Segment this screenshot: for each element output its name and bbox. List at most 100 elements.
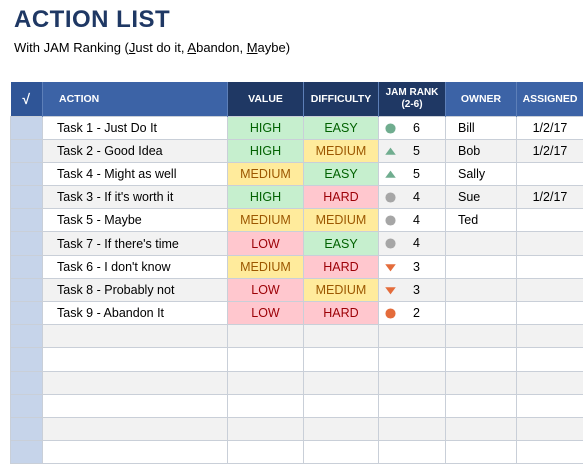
table-row[interactable]: Task 8 - Probably not LOW MEDIUM 3 [10,277,583,303]
difficulty-cell[interactable]: EASY [303,231,379,256]
action-cell[interactable]: Task 7 - If there's time [42,231,228,256]
jam-rank-cell[interactable]: 3 [378,254,446,279]
value-cell[interactable]: HIGH [227,138,304,163]
table-row[interactable]: Task 6 - I don't know MEDIUM HARD 3 [10,254,583,279]
difficulty-cell[interactable]: EASY [303,115,379,140]
assigned-cell[interactable]: 1/2/17 [516,138,583,163]
row-checkbox[interactable] [10,161,43,187]
row-checkbox[interactable] [10,115,43,140]
difficulty-cell[interactable]: HARD [303,300,379,326]
row-checkbox[interactable] [10,416,43,442]
table-row[interactable]: Task 9 - Abandon It LOW HARD 2 [10,300,583,326]
jam-rank-cell[interactable]: 2 [378,300,446,326]
owner-cell[interactable] [445,416,517,442]
action-cell[interactable] [42,393,228,418]
jam-rank-cell[interactable] [378,440,446,465]
header-owner[interactable]: OWNER [445,82,517,116]
value-cell[interactable]: MEDIUM [227,208,304,233]
table-row[interactable]: Task 4 - Might as well MEDIUM EASY 5 Sally [10,161,583,187]
jam-rank-cell[interactable] [378,393,446,418]
action-cell[interactable]: Task 1 - Just Do It [42,115,228,140]
assigned-cell[interactable] [516,347,583,372]
action-cell[interactable]: Task 8 - Probably not [42,277,228,303]
owner-cell[interactable] [445,324,517,349]
assigned-cell[interactable] [516,324,583,349]
difficulty-cell[interactable] [303,370,379,395]
table-row[interactable] [10,440,583,465]
jam-rank-cell[interactable] [378,370,446,395]
difficulty-cell[interactable] [303,324,379,349]
owner-cell[interactable]: Bob [445,138,517,163]
assigned-cell[interactable] [516,416,583,442]
owner-cell[interactable]: Bill [445,115,517,140]
row-checkbox[interactable] [10,347,43,372]
assigned-cell[interactable] [516,393,583,418]
row-checkbox[interactable] [10,254,43,279]
table-row[interactable]: Task 5 - Maybe MEDIUM MEDIUM 4 Ted [10,208,583,233]
action-cell[interactable] [42,440,228,465]
action-cell[interactable]: Task 4 - Might as well [42,161,228,187]
value-cell[interactable]: LOW [227,277,304,303]
value-cell[interactable] [227,440,304,465]
table-row[interactable]: Task 2 - Good Idea HIGH MEDIUM 5 Bob 1/2/17 [10,138,583,163]
header-jam-rank[interactable]: JAM RANK (2-6) [378,82,446,116]
owner-cell[interactable] [445,440,517,465]
difficulty-cell[interactable]: MEDIUM [303,208,379,233]
value-cell[interactable]: LOW [227,231,304,256]
header-action[interactable]: ACTION [42,82,228,116]
value-cell[interactable]: MEDIUM [227,254,304,279]
row-checkbox[interactable] [10,231,43,256]
table-row[interactable] [10,324,583,349]
jam-rank-cell[interactable] [378,416,446,442]
action-cell[interactable] [42,347,228,372]
value-cell[interactable] [227,416,304,442]
owner-cell[interactable] [445,231,517,256]
table-row[interactable]: Task 1 - Just Do It HIGH EASY 6 Bill 1/2/17 [10,115,583,140]
owner-cell[interactable] [445,277,517,303]
assigned-cell[interactable] [516,231,583,256]
action-cell[interactable]: Task 3 - If it's worth it [42,185,228,210]
assigned-cell[interactable]: 1/2/17 [516,185,583,210]
jam-rank-cell[interactable]: 5 [378,161,446,187]
value-cell[interactable]: MEDIUM [227,161,304,187]
assigned-cell[interactable] [516,208,583,233]
row-checkbox[interactable] [10,138,43,163]
difficulty-cell[interactable] [303,440,379,465]
owner-cell[interactable] [445,347,517,372]
table-row[interactable] [10,393,583,418]
assigned-cell[interactable] [516,254,583,279]
owner-cell[interactable]: Sally [445,161,517,187]
value-cell[interactable]: HIGH [227,185,304,210]
header-difficulty[interactable]: DIFFICULTY [303,82,379,116]
difficulty-cell[interactable]: HARD [303,185,379,210]
value-cell[interactable] [227,347,304,372]
value-cell[interactable] [227,370,304,395]
assigned-cell[interactable] [516,440,583,465]
header-value[interactable]: VALUE [227,82,304,116]
row-checkbox[interactable] [10,300,43,326]
difficulty-cell[interactable] [303,347,379,372]
difficulty-cell[interactable]: MEDIUM [303,138,379,163]
owner-cell[interactable]: Sue [445,185,517,210]
difficulty-cell[interactable]: HARD [303,254,379,279]
row-checkbox[interactable] [10,277,43,303]
difficulty-cell[interactable]: MEDIUM [303,277,379,303]
table-row[interactable]: Task 7 - If there's time LOW EASY 4 [10,231,583,256]
jam-rank-cell[interactable] [378,347,446,372]
assigned-cell[interactable] [516,161,583,187]
header-check[interactable]: √ [10,82,43,116]
jam-rank-cell[interactable] [378,324,446,349]
row-checkbox[interactable] [10,440,43,465]
row-checkbox[interactable] [10,370,43,395]
jam-rank-cell[interactable]: 3 [378,277,446,303]
owner-cell[interactable]: Ted [445,208,517,233]
assigned-cell[interactable] [516,277,583,303]
assigned-cell[interactable] [516,300,583,326]
value-cell[interactable] [227,393,304,418]
action-cell[interactable] [42,370,228,395]
row-checkbox[interactable] [10,208,43,233]
row-checkbox[interactable] [10,393,43,418]
row-checkbox[interactable] [10,324,43,349]
action-cell[interactable] [42,324,228,349]
table-row[interactable] [10,416,583,442]
